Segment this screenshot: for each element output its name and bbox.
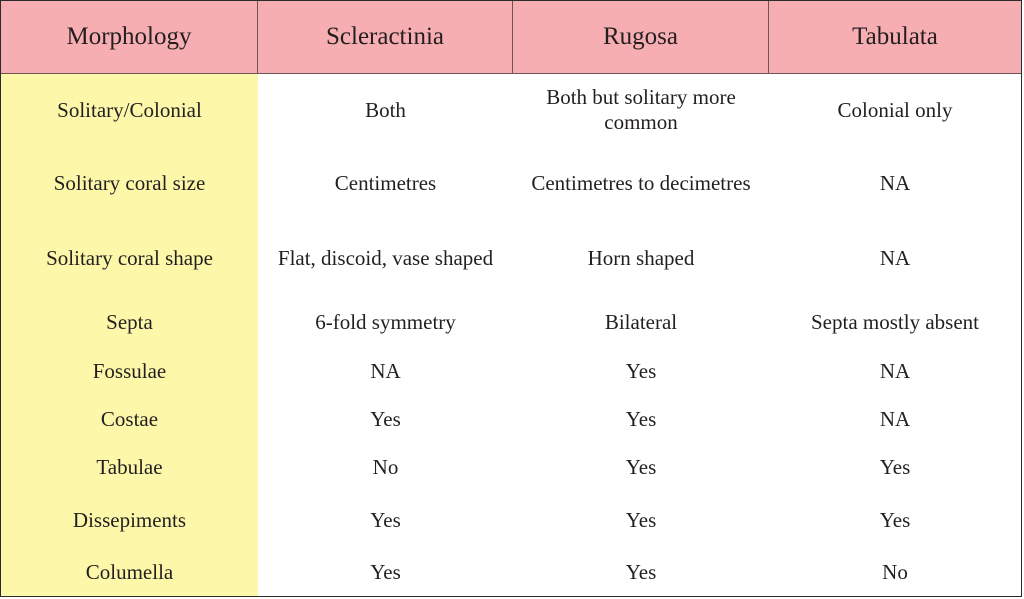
rugosa-cell: Yes (625, 507, 657, 532)
scleractinia-cell: No (372, 455, 399, 479)
rugosa-cell: Both but solitary more common (546, 85, 736, 134)
table-row: Columella Yes Yes No (1, 548, 1021, 597)
scleractinia-cell: Yes (370, 560, 401, 584)
feature-cell: Dissepiments (72, 507, 187, 532)
tabulata-cell: NA (879, 170, 911, 195)
rugosa-cell: Bilateral (604, 309, 678, 334)
scleractinia-cell: Yes (370, 507, 401, 532)
table-row: Solitary coral size Centimetres Centimet… (1, 146, 1021, 220)
header-scleractinia: Scleractinia (258, 1, 513, 73)
scleractinia-cell: Both (365, 97, 406, 122)
scleractinia-cell: Yes (370, 406, 401, 431)
tabulata-cell: Yes (879, 507, 911, 532)
rugosa-cell: Yes (625, 359, 657, 383)
tabulata-cell: Yes (879, 455, 911, 479)
table-row: Tabulae No Yes Yes (1, 443, 1021, 492)
rugosa-cell: Yes (625, 455, 657, 479)
tabulata-cell: Septa mostly absent (811, 309, 979, 334)
tabulata-cell: NA (879, 359, 911, 383)
tabulata-cell: NA (879, 406, 911, 431)
feature-column-background (1, 74, 258, 596)
table-row: Solitary coral shape Flat, discoid, vase… (1, 220, 1021, 296)
scleractinia-cell: Flat, discoid, vase shaped (277, 245, 494, 270)
table-row: Solitary/Colonial Both Both but solitary… (1, 74, 1021, 146)
tabulata-cell: NA (879, 245, 911, 270)
feature-cell: Solitary/Colonial (57, 97, 202, 122)
tabulata-cell: No (882, 560, 908, 584)
scleractinia-cell: Centimetres (334, 170, 437, 195)
feature-cell: Solitary coral shape (46, 245, 213, 270)
table-row: Septa 6-fold symmetry Bilateral Septa mo… (1, 296, 1021, 348)
table-row: Fossulae NA Yes NA (1, 348, 1021, 395)
table-body: Solitary/Colonial Both Both but solitary… (1, 74, 1021, 597)
feature-cell: Costae (100, 406, 159, 431)
header-morphology: Morphology (1, 1, 258, 73)
rugosa-cell: Yes (625, 560, 657, 584)
table-header: Morphology Scleractinia Rugosa Tabulata (1, 1, 1021, 74)
feature-cell: Fossulae (92, 359, 167, 383)
feature-cell: Columella (85, 560, 174, 584)
rugosa-cell: Yes (625, 406, 657, 431)
rugosa-cell: Centimetres to decimetres (531, 170, 751, 195)
scleractinia-cell: 6-fold symmetry (315, 309, 456, 334)
header-tabulata: Tabulata (852, 23, 938, 50)
header-rugosa: Rugosa (513, 1, 769, 73)
tabulata-cell: Colonial only (837, 97, 953, 122)
feature-cell: Tabulae (96, 455, 163, 479)
table-row: Dissepiments Yes Yes Yes (1, 492, 1021, 548)
rugosa-cell: Horn shaped (587, 245, 695, 270)
feature-cell: Septa (106, 309, 153, 334)
scleractinia-cell: NA (370, 359, 401, 383)
table-row: Costae Yes Yes NA (1, 395, 1021, 443)
feature-cell: Solitary coral size (53, 170, 206, 195)
